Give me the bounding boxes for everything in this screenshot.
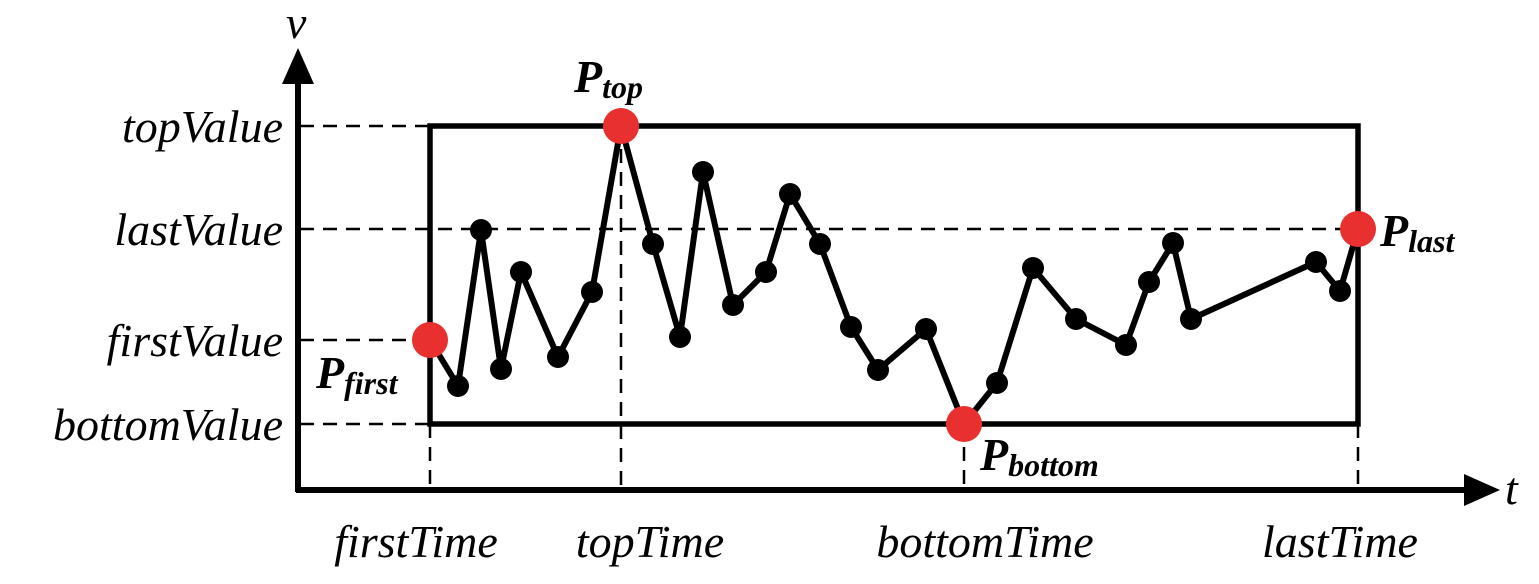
- p-first-point: [412, 322, 448, 358]
- p-top-label: Ptop: [573, 51, 643, 105]
- data-point: [1180, 308, 1202, 330]
- first-time-label: firstTime: [334, 516, 498, 567]
- data-point: [755, 261, 777, 283]
- data-point: [642, 233, 664, 255]
- data-point: [867, 359, 889, 381]
- p-last-point: [1340, 211, 1376, 247]
- p-first-label: Pfirst: [315, 347, 399, 401]
- last-value-label: lastValue: [114, 204, 283, 255]
- t-axis-arrow-icon: [1464, 474, 1500, 506]
- data-point: [470, 219, 492, 241]
- normal-points: [447, 161, 1351, 397]
- bottom-time-label: bottomTime: [876, 516, 1093, 567]
- p-bottom-label: Pbottom: [979, 429, 1099, 483]
- data-point: [581, 281, 603, 303]
- data-point: [510, 261, 532, 283]
- data-point: [1305, 251, 1327, 273]
- data-point: [1022, 257, 1044, 279]
- data-point: [986, 372, 1008, 394]
- data-point: [1162, 232, 1184, 254]
- top-time-label: topTime: [576, 516, 724, 567]
- value-guides: [300, 124, 1358, 426]
- p-bottom-point: [946, 406, 982, 442]
- data-point: [1065, 308, 1087, 330]
- data-point: [669, 326, 691, 348]
- last-time-label: lastTime: [1262, 516, 1418, 567]
- v-axis-arrow-icon: [282, 48, 314, 84]
- series-line: [427, 123, 1361, 427]
- data-point: [809, 233, 831, 255]
- p-top-point: [603, 108, 639, 144]
- data-point: [1115, 334, 1137, 356]
- special-points: [412, 108, 1376, 442]
- data-point: [1138, 271, 1160, 293]
- data-point: [490, 358, 512, 380]
- bottom-value-label: bottomValue: [53, 399, 283, 450]
- v-axis-label: v: [286, 0, 307, 48]
- data-point: [692, 161, 714, 183]
- bounding-rectangle: [427, 123, 1361, 427]
- data-point: [779, 183, 801, 205]
- t-axis-label: t: [1505, 463, 1519, 514]
- data-point: [1329, 280, 1351, 302]
- top-value-label: topValue: [122, 101, 283, 152]
- data-point: [840, 316, 862, 338]
- p-last-label: Plast: [1379, 205, 1455, 259]
- data-point: [447, 375, 469, 397]
- data-point: [547, 346, 569, 368]
- data-point: [915, 318, 937, 340]
- first-value-label: firstValue: [107, 315, 283, 366]
- data-point: [722, 294, 744, 316]
